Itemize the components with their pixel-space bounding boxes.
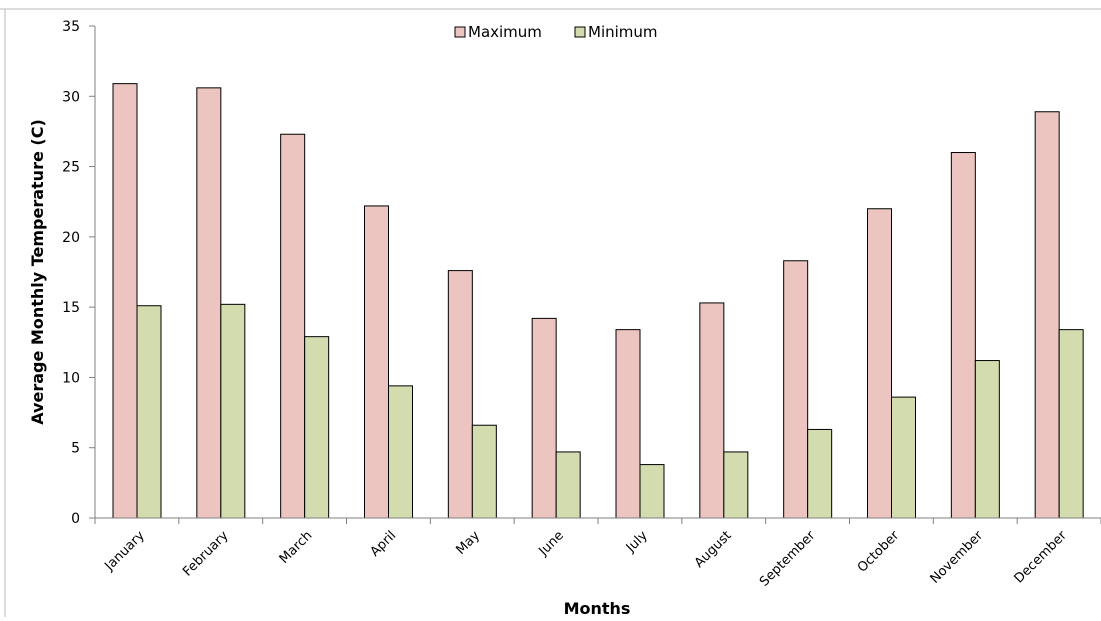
bar-maximum-july [615, 329, 641, 519]
bar-maximum-august [699, 302, 725, 519]
bar-maximum-february [196, 87, 222, 519]
x-tick-label: July [623, 528, 651, 556]
x-tick-label: February [180, 528, 232, 580]
legend-swatch-minimum [574, 26, 586, 38]
bar-minimum-january [136, 305, 162, 519]
y-axis-ticks: 0 5 10 15 20 25 30 35 [62, 19, 95, 527]
bar-minimum-april [388, 385, 413, 519]
bar-maximum-september [783, 260, 809, 519]
bar-maximum-december [1034, 111, 1060, 519]
legend: Maximum Minimum [454, 23, 658, 41]
x-tick-label: March [277, 528, 316, 567]
bar-minimum-december [1058, 329, 1084, 519]
bar-maximum-june [531, 317, 557, 519]
bar-minimum-february [220, 303, 246, 519]
bar-maximum-november [950, 152, 976, 519]
bar-maximum-january [112, 83, 138, 519]
legend-label-minimum: Minimum [588, 23, 658, 41]
x-axis-tick-labels: January February March April May June July Augu… [102, 528, 1071, 590]
x-tick-label: January [102, 528, 148, 574]
x-tick-label: May [453, 528, 483, 558]
bar-minimum-september [807, 428, 833, 519]
bar-minimum-july [639, 464, 665, 519]
bar-minimum-june [555, 451, 581, 519]
legend-label-maximum: Maximum [468, 23, 542, 41]
x-tick-label: December [1012, 528, 1071, 587]
x-tick-label: August [692, 528, 735, 571]
bar-minimum-august [723, 451, 749, 519]
y-tick-label: 35 [62, 19, 80, 35]
y-tick-label: 0 [71, 511, 80, 527]
legend-swatch-maximum [454, 26, 466, 38]
x-tick-label: April [368, 528, 400, 560]
bar-maximum-march [280, 133, 306, 519]
bar-minimum-march [304, 336, 330, 519]
bar-maximum-may [447, 270, 473, 519]
y-tick-label: 25 [62, 160, 80, 176]
x-tick-label: September [757, 528, 819, 590]
bar-maximum-october [867, 208, 892, 519]
y-axis-title: Average Monthly Temperature (C) [28, 119, 47, 425]
y-tick-label: 10 [62, 370, 80, 386]
bar-minimum-october [891, 396, 916, 519]
y-tick-label: 5 [71, 441, 80, 457]
bar-minimum-november [974, 360, 1000, 519]
bar-maximum-april [364, 205, 389, 519]
y-tick-label: 20 [62, 230, 80, 246]
x-tick-label: June [536, 528, 567, 559]
axes [94, 26, 1101, 524]
x-tick-label: October [855, 528, 903, 576]
bar-minimum-may [471, 424, 497, 519]
bar-series [112, 83, 1084, 519]
y-tick-label: 30 [62, 89, 80, 105]
x-axis-title: Months [564, 599, 631, 617]
y-tick-label: 15 [62, 300, 80, 316]
x-tick-label: November [928, 528, 987, 587]
